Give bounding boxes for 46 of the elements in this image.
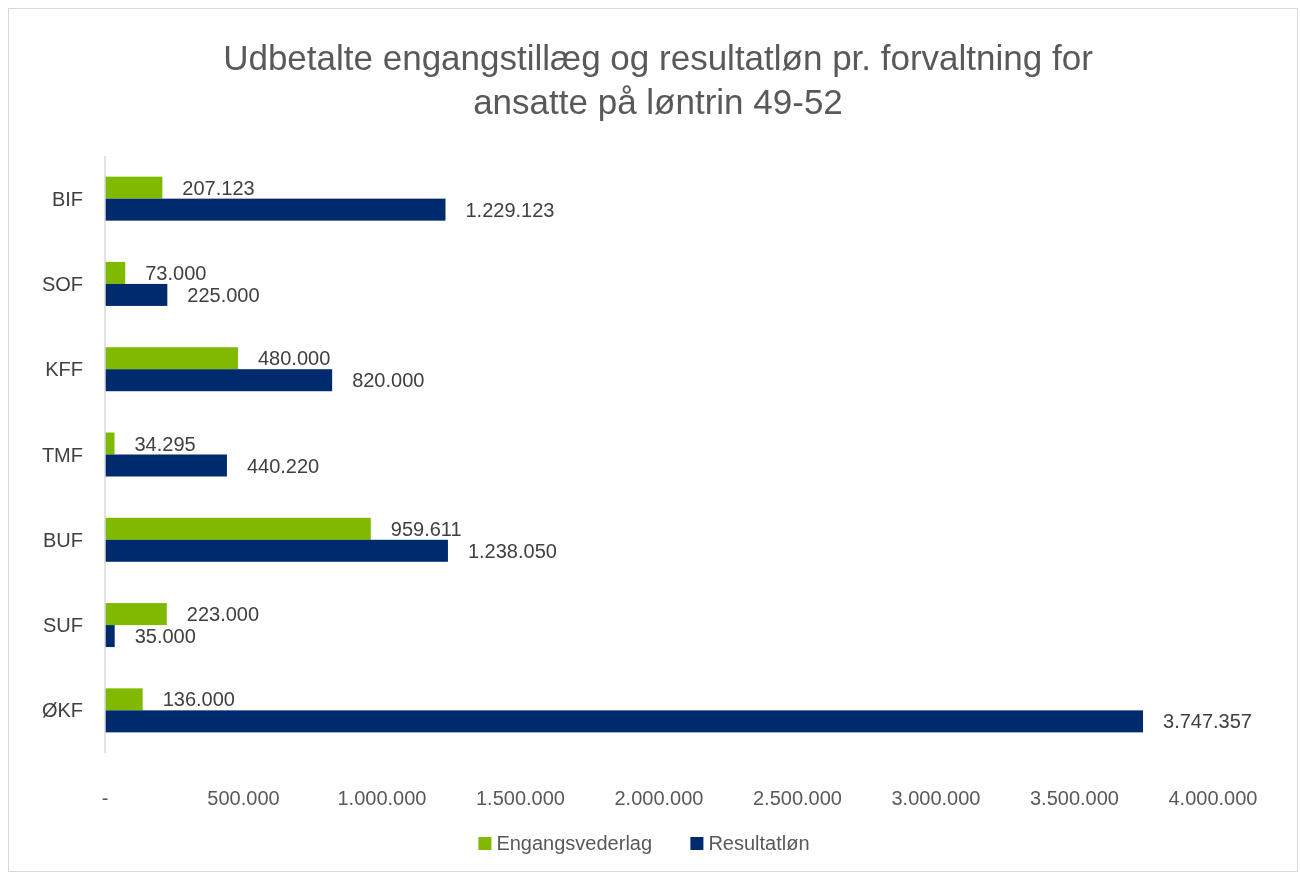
data-label: 34.295 bbox=[134, 432, 196, 455]
bar bbox=[105, 347, 238, 370]
y-tick-label: SUF bbox=[43, 614, 83, 637]
y-tick-label: TMF bbox=[41, 443, 83, 466]
bar bbox=[105, 603, 167, 626]
data-label: 73.000 bbox=[145, 261, 207, 284]
x-tick-label: - bbox=[101, 787, 109, 809]
y-tick-label: KFF bbox=[45, 358, 83, 381]
data-label: 820.000 bbox=[352, 369, 425, 392]
data-label: 1.238.050 bbox=[467, 539, 557, 562]
bar bbox=[105, 710, 1144, 733]
x-tick-label: 2.500.000 bbox=[753, 787, 842, 809]
bar bbox=[105, 198, 446, 221]
y-tick-label: SOF bbox=[41, 272, 83, 295]
bar bbox=[105, 283, 168, 306]
bar bbox=[105, 688, 143, 711]
data-label: 480.000 bbox=[257, 347, 331, 370]
legend-label: Engangsvederlag bbox=[496, 832, 653, 854]
x-tick-label: 1.000.000 bbox=[337, 787, 427, 809]
x-tick-label: 3.500.000 bbox=[1030, 787, 1119, 809]
data-label: 440.220 bbox=[246, 454, 320, 477]
x-tick-label: 3.000.000 bbox=[891, 787, 981, 809]
bar bbox=[105, 261, 126, 284]
bar bbox=[105, 454, 227, 477]
x-tick-label: 500.000 bbox=[207, 787, 280, 809]
y-tick-label: BUF bbox=[43, 528, 83, 551]
chart-title: Udbetalte engangstillæg og resultatløn pr. forvaltning for ansatte på løntrin 49-52 bbox=[223, 38, 1094, 121]
bar bbox=[105, 625, 115, 648]
data-label: 207.123 bbox=[182, 176, 255, 199]
x-tick-label: 2.000.000 bbox=[614, 787, 704, 809]
data-label: 1.229.123 bbox=[465, 198, 555, 221]
data-label: 35.000 bbox=[134, 625, 196, 648]
bar bbox=[105, 176, 163, 199]
bar bbox=[105, 369, 333, 392]
bar bbox=[105, 517, 371, 540]
y-tick-label: ØKF bbox=[41, 699, 83, 722]
data-label: 225.000 bbox=[187, 283, 260, 306]
y-tick-label: BIF bbox=[51, 187, 83, 210]
legend-label: Resultatløn bbox=[708, 832, 810, 854]
x-tick-label: 1.500.000 bbox=[476, 787, 565, 809]
data-label: 136.000 bbox=[162, 688, 235, 711]
data-label: 3.747.357 bbox=[1163, 710, 1252, 733]
data-label: 223.000 bbox=[186, 603, 260, 626]
data-label: 959.611 bbox=[390, 517, 462, 540]
x-tick-label: 4.000.000 bbox=[1168, 787, 1258, 809]
bar bbox=[105, 539, 448, 562]
